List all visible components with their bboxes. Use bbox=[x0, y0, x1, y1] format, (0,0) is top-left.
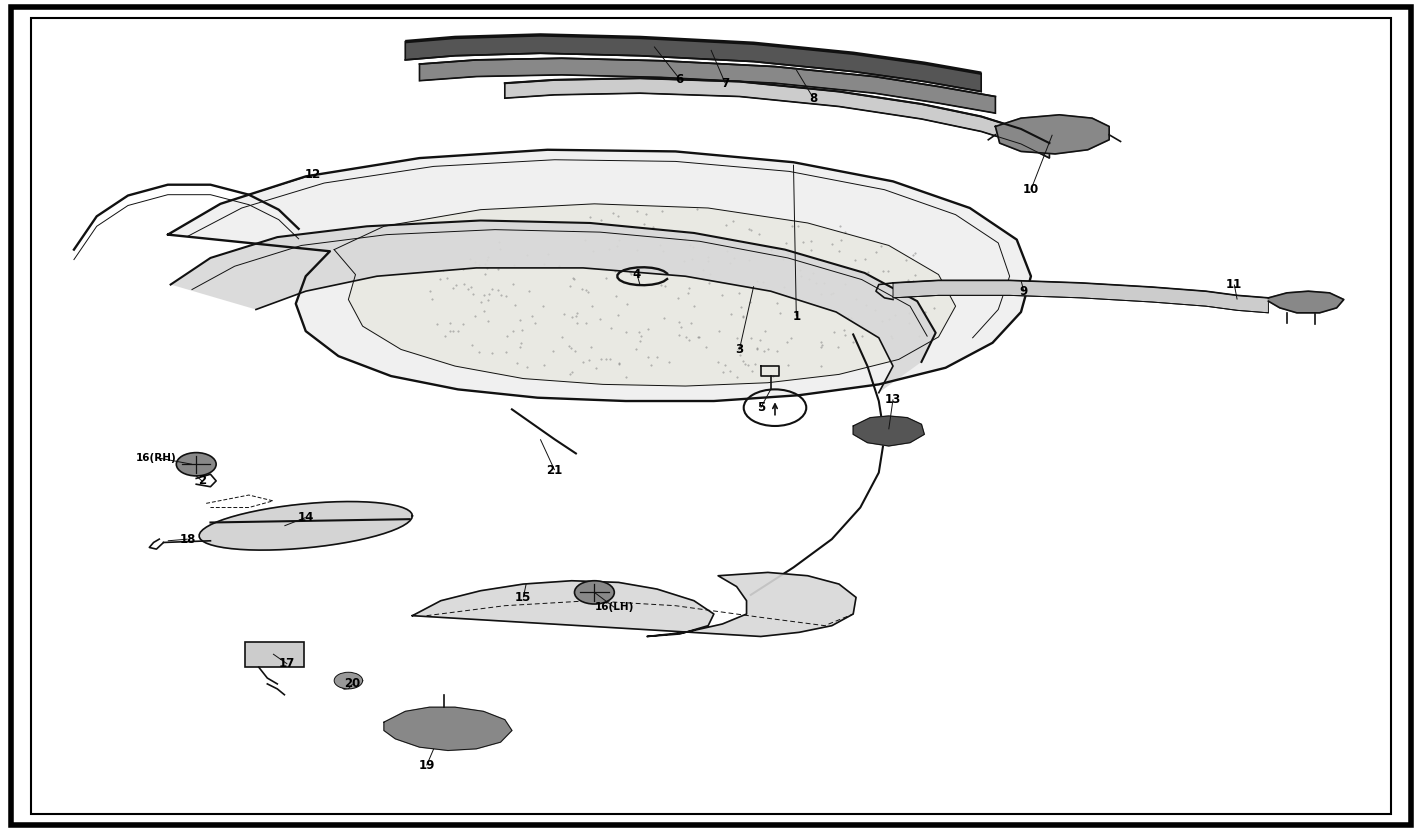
Text: 17: 17 bbox=[279, 657, 296, 671]
Text: 8: 8 bbox=[809, 92, 818, 105]
Text: 16(LH): 16(LH) bbox=[594, 602, 634, 612]
Text: 15: 15 bbox=[515, 591, 532, 604]
Circle shape bbox=[574, 581, 614, 604]
Text: 16(RH): 16(RH) bbox=[137, 453, 176, 463]
Polygon shape bbox=[384, 707, 512, 750]
Circle shape bbox=[334, 672, 363, 689]
Polygon shape bbox=[995, 115, 1109, 154]
Text: 20: 20 bbox=[344, 677, 361, 691]
Polygon shape bbox=[853, 416, 924, 446]
Text: 2: 2 bbox=[198, 474, 206, 488]
Polygon shape bbox=[893, 280, 1268, 313]
Text: 11: 11 bbox=[1226, 278, 1243, 291]
Bar bbox=[245, 642, 304, 667]
Text: 10: 10 bbox=[1022, 183, 1039, 196]
Text: 3: 3 bbox=[735, 343, 744, 356]
Text: 1: 1 bbox=[792, 310, 801, 323]
Polygon shape bbox=[168, 150, 1031, 401]
Text: 21: 21 bbox=[546, 463, 563, 477]
Text: 9: 9 bbox=[1020, 285, 1028, 298]
Polygon shape bbox=[405, 35, 981, 92]
Text: 13: 13 bbox=[884, 393, 902, 406]
Text: 7: 7 bbox=[721, 77, 729, 90]
Text: 5: 5 bbox=[757, 401, 765, 414]
Text: 14: 14 bbox=[297, 511, 314, 524]
Polygon shape bbox=[171, 220, 936, 393]
Polygon shape bbox=[505, 78, 1049, 158]
Polygon shape bbox=[199, 502, 412, 550]
Text: 18: 18 bbox=[179, 532, 196, 546]
Polygon shape bbox=[334, 204, 956, 386]
Polygon shape bbox=[1268, 291, 1344, 313]
Polygon shape bbox=[419, 58, 995, 113]
Text: 4: 4 bbox=[633, 268, 641, 281]
Polygon shape bbox=[412, 572, 856, 636]
Text: 19: 19 bbox=[418, 759, 435, 772]
Text: 6: 6 bbox=[675, 72, 684, 86]
Text: 12: 12 bbox=[304, 168, 321, 181]
Circle shape bbox=[176, 453, 216, 476]
